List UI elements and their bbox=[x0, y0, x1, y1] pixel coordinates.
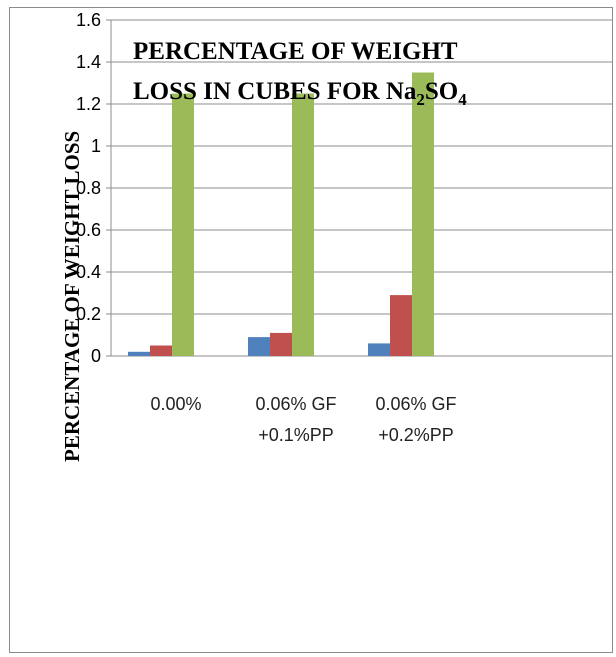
bar bbox=[270, 332, 292, 356]
y-tick-label: 1 bbox=[91, 136, 101, 156]
chart-title-line1: PERCENTAGE OF WEIGHT bbox=[133, 38, 458, 65]
bar bbox=[390, 295, 412, 356]
y-tick-label: 1.6 bbox=[76, 10, 101, 30]
chart-title-mid: SO bbox=[425, 78, 458, 105]
bar bbox=[248, 337, 270, 356]
y-tick-label: 1.4 bbox=[76, 52, 101, 72]
chart-title-sub2: 4 bbox=[458, 90, 467, 109]
chart-title-line2-main: LOSS IN CUBES FOR Na bbox=[133, 78, 417, 105]
bar bbox=[368, 343, 390, 356]
category-label-line2: +0.1%PP bbox=[258, 425, 334, 445]
bar bbox=[172, 93, 194, 356]
category-label-line1: 0.06% GF bbox=[255, 394, 336, 414]
y-tick-label: 0 bbox=[91, 346, 101, 366]
category-label-line2: +0.2%PP bbox=[378, 425, 454, 445]
bars bbox=[128, 72, 434, 356]
y-tick-label: 1.2 bbox=[76, 94, 101, 114]
gridlines bbox=[106, 19, 612, 357]
bar bbox=[128, 351, 150, 356]
y-axis-label: PERCENTAGE OF WEIGHT LOSS bbox=[60, 131, 84, 462]
chart-title-line2: LOSS IN CUBES FOR Na2SO4 bbox=[133, 78, 467, 109]
y-tick-labels: 0 0.2 0.4 0.6 0.8 1 1.2 1.4 1.6 bbox=[76, 10, 101, 366]
y-tick-label: 0.4 bbox=[76, 262, 101, 282]
y-tick-label: 0.2 bbox=[76, 304, 101, 324]
bar bbox=[150, 345, 172, 356]
category-label-line1: 0.06% GF bbox=[375, 394, 456, 414]
bar bbox=[292, 93, 314, 356]
category-label-line1: 0.00% bbox=[150, 394, 201, 414]
y-tick-label: 0.6 bbox=[76, 220, 101, 240]
bar bbox=[412, 72, 434, 356]
chart-title-sub1: 2 bbox=[416, 90, 425, 109]
y-tick-label: 0.8 bbox=[76, 178, 101, 198]
category-labels: 0.00% 0.06% GF +0.1%PP 0.06% GF +0.2%PP bbox=[150, 394, 456, 445]
